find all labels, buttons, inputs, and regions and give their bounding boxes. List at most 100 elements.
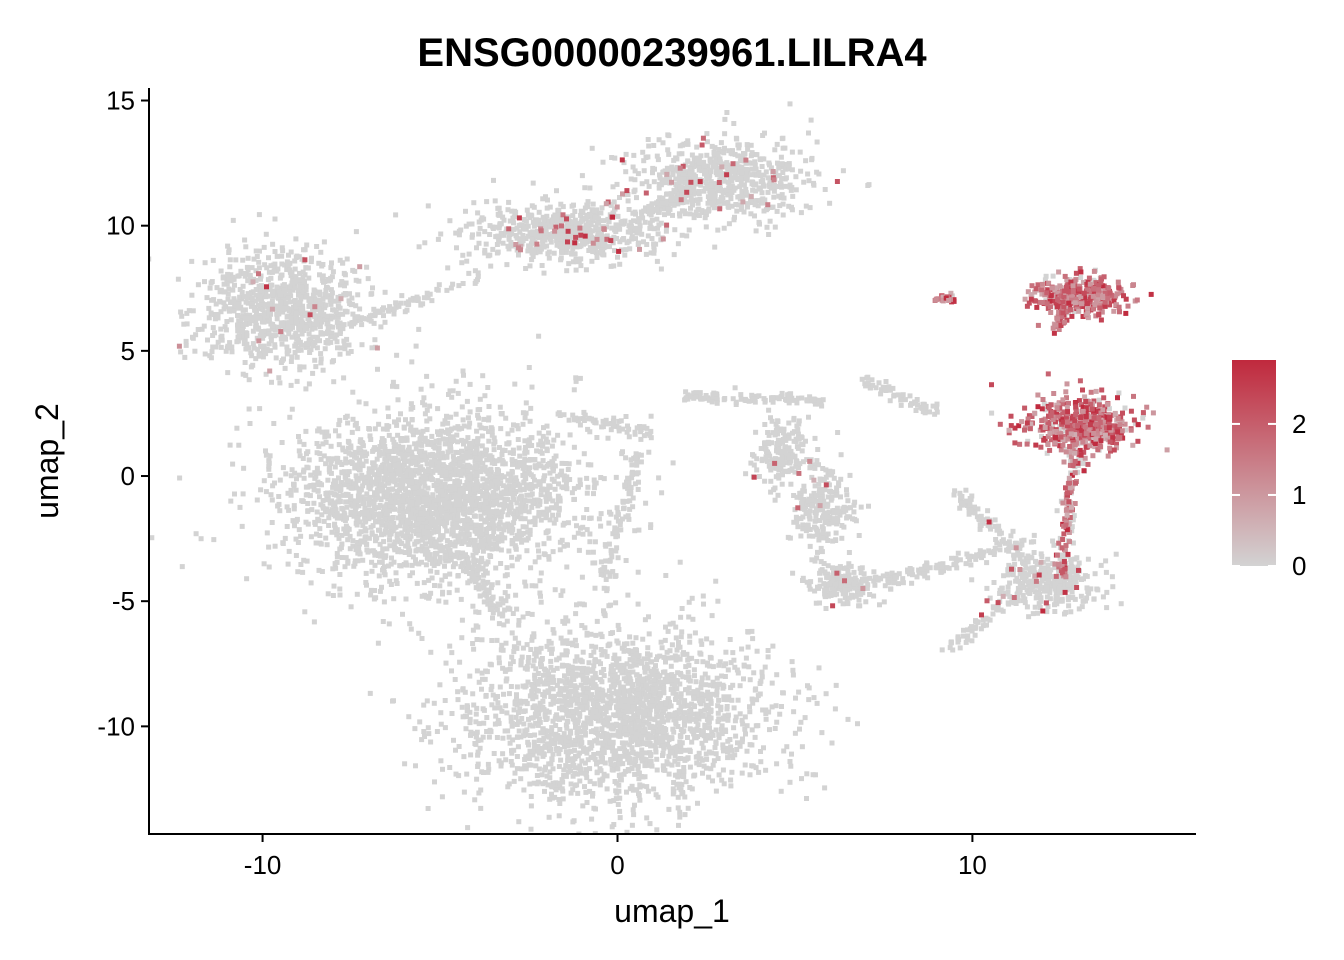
cell-point-c2	[480, 676, 485, 682]
cell-point-c1	[332, 464, 338, 470]
cell-point-c1	[509, 469, 515, 474]
cell-point-c2	[671, 686, 677, 692]
cell-point-c1	[431, 529, 437, 535]
cell-point-c1	[571, 486, 577, 492]
cell-point-c1	[376, 527, 381, 533]
cell-point-c2	[508, 714, 514, 720]
cell-point-c2	[584, 800, 590, 805]
cell-point-c1	[374, 487, 380, 493]
cell-point-c1	[447, 503, 453, 509]
cell-point-c1	[560, 522, 566, 528]
cell-point-c2	[739, 717, 745, 723]
cell-point-c1	[503, 598, 509, 604]
cell-point-c2	[625, 648, 631, 653]
cell-point-c1	[313, 540, 319, 546]
cell-point-c1	[517, 487, 523, 493]
cell-point-c2	[759, 674, 765, 680]
cell-point-c2	[646, 716, 652, 722]
cell-point-c2	[665, 696, 671, 702]
cell-point-c2	[562, 673, 567, 679]
cell-point-c2	[514, 645, 520, 651]
cell-point-c1	[504, 441, 510, 447]
cell-point-c2	[671, 789, 677, 794]
cell-point-c2	[571, 818, 577, 824]
cell-point-c2	[528, 826, 534, 832]
cell-point-c1	[398, 540, 404, 546]
cell-point-c2	[686, 614, 692, 620]
cell-point-c2	[556, 751, 562, 757]
cell-point-c2	[647, 821, 653, 827]
cell-point-c1	[306, 457, 312, 463]
cell-point-c1	[523, 524, 529, 530]
cell-point-c2	[704, 636, 710, 642]
cell-point-c2	[638, 719, 644, 725]
cell-point-c1	[271, 421, 277, 426]
cell-point-c1	[295, 540, 301, 545]
cell-point-c2	[670, 786, 676, 792]
cell-point-c1	[485, 545, 491, 551]
cell-point-c2	[682, 757, 688, 763]
cell-point-c2	[581, 722, 586, 728]
cell-point-c1	[336, 422, 342, 428]
cell-point-c2	[743, 731, 748, 737]
cell-point-c2	[699, 641, 705, 647]
cell-point-c2	[624, 789, 629, 795]
cell-point-c1	[520, 421, 526, 427]
cell-point-c1	[507, 478, 513, 484]
cell-point-c2	[708, 700, 714, 706]
cell-point-c1	[470, 482, 476, 488]
cell-point-c2	[572, 719, 578, 725]
cell-point-c2	[526, 753, 532, 759]
cell-point-c2	[799, 776, 804, 782]
cell-point-c1	[541, 465, 547, 471]
cell-point-c1	[458, 564, 464, 570]
cell-point-c2	[456, 773, 462, 779]
cell-point-c2	[526, 742, 531, 748]
cell-point-c2	[561, 767, 567, 773]
cell-point-c2	[547, 775, 553, 781]
cell-point-c2	[699, 675, 705, 681]
cell-point-c1	[393, 442, 398, 448]
cell-point-c1	[576, 483, 581, 489]
cell-point-c1	[483, 544, 489, 550]
cell-point-c1	[389, 472, 394, 478]
cell-point-c2	[574, 602, 579, 608]
cell-point-c1	[462, 521, 468, 526]
cell-point-c3	[210, 333, 216, 338]
cell-point-c2	[573, 724, 578, 730]
cell-point-c1	[407, 621, 413, 627]
cell-point-c2	[780, 690, 786, 696]
cell-point-c2	[595, 750, 601, 756]
cell-point-c2	[473, 711, 479, 717]
cell-point-c1	[448, 414, 454, 420]
cell-point-c1	[482, 464, 488, 470]
cell-point-c2	[629, 745, 635, 751]
cell-point-c1	[381, 461, 387, 467]
cell-point-c2	[689, 595, 695, 601]
cell-point-c1	[484, 530, 490, 536]
cell-point-c1	[502, 448, 508, 453]
cell-point-c1	[515, 426, 521, 432]
cell-point-c1	[424, 524, 430, 530]
cell-point-c1	[464, 524, 469, 530]
cell-point-c1	[492, 484, 498, 490]
cell-point-c1	[430, 492, 436, 498]
cell-point-c2	[646, 693, 652, 699]
cell-point-c2	[547, 796, 553, 802]
cell-point-c2	[499, 708, 505, 714]
cell-point-c2	[522, 763, 528, 769]
cell-point-c2	[518, 662, 524, 668]
cell-point-c1	[333, 565, 339, 571]
cell-point-c2	[521, 709, 527, 714]
cell-point-c2	[603, 709, 609, 714]
cell-point-c2	[685, 805, 691, 811]
cell-point-c1	[416, 532, 422, 538]
cell-point-c2	[647, 701, 653, 707]
cell-point-c2	[517, 706, 523, 712]
cell-point-c2	[475, 764, 481, 769]
cell-point-c1	[435, 488, 441, 494]
cell-point-c2	[508, 661, 513, 667]
cell-point-c1	[523, 583, 529, 589]
cell-point-c2	[562, 680, 568, 686]
cell-point-c1	[410, 507, 416, 513]
